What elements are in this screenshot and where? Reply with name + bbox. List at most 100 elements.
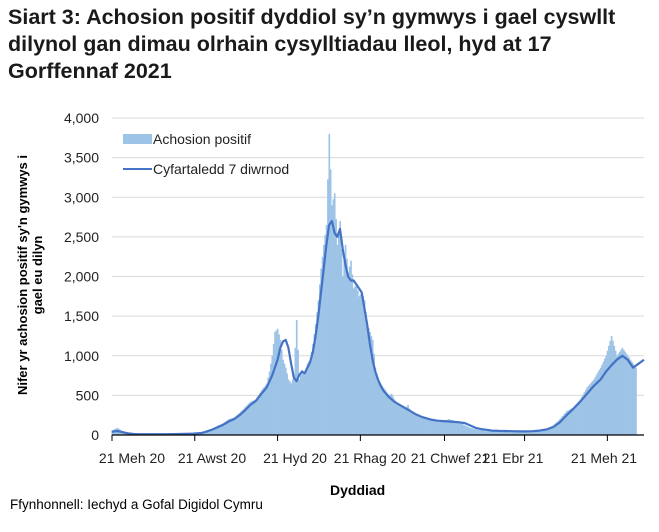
bar (442, 421, 445, 435)
bar (534, 430, 537, 435)
bar (583, 392, 586, 435)
bar (297, 349, 299, 435)
bar (229, 418, 232, 435)
bar (317, 300, 320, 435)
bar (476, 429, 479, 435)
bar (498, 430, 500, 435)
bar (401, 407, 404, 435)
bar (557, 420, 560, 435)
bar (285, 367, 287, 435)
bar (464, 425, 466, 435)
bar (209, 429, 211, 435)
bar (465, 426, 468, 435)
bar (597, 372, 599, 435)
y-tick-label: 0 (91, 427, 99, 443)
bar (504, 431, 507, 435)
bar (219, 424, 222, 435)
bar (299, 374, 302, 435)
bar (565, 411, 568, 435)
bar (564, 412, 567, 435)
bar (633, 365, 636, 435)
bar (631, 361, 633, 435)
bar (419, 416, 422, 435)
bar (282, 359, 284, 435)
bar (336, 244, 339, 435)
bar (312, 343, 314, 435)
bar (533, 430, 536, 435)
bar (477, 429, 480, 435)
bar (225, 421, 227, 435)
bar (275, 330, 278, 435)
bar (575, 404, 578, 435)
bar (472, 428, 474, 435)
bar (582, 394, 584, 435)
bar (453, 420, 455, 435)
bar (327, 179, 329, 435)
bar (369, 331, 371, 435)
bar (314, 324, 317, 435)
bar (356, 290, 359, 435)
bar (324, 234, 327, 435)
bar (437, 419, 439, 435)
bar (513, 431, 515, 435)
bar (542, 429, 545, 435)
bar (412, 413, 415, 435)
bar (446, 419, 449, 435)
bar (228, 419, 230, 435)
bar (291, 379, 294, 435)
bar (506, 431, 508, 435)
bar (204, 430, 207, 435)
y-tick-label: 3,000 (64, 189, 99, 205)
bar (587, 385, 590, 435)
bar (261, 388, 264, 435)
bar (530, 431, 533, 435)
bar (545, 428, 548, 435)
y-tick-label: 500 (76, 387, 100, 403)
bar (614, 350, 617, 435)
chart-title: Siart 3: Achosion positif dyddiol sy’n g… (8, 5, 616, 83)
bar (266, 383, 268, 435)
bar (555, 422, 557, 435)
bar (484, 430, 487, 435)
bar (508, 431, 511, 435)
bar (278, 334, 280, 435)
bar (340, 248, 343, 435)
bar (240, 411, 242, 435)
bar (274, 331, 276, 435)
bar (293, 375, 295, 435)
bar (536, 430, 538, 435)
bar (515, 431, 518, 435)
bar (595, 374, 598, 435)
source-note: Ffynhonnell: Iechyd a Gofal Digidol Cymr… (10, 497, 263, 512)
bar (264, 385, 267, 435)
bar (413, 414, 416, 435)
bar (430, 420, 432, 435)
bar (548, 427, 550, 435)
bar (568, 409, 571, 435)
bar (244, 407, 246, 435)
bar (457, 421, 460, 435)
bar (586, 387, 588, 435)
bar (622, 349, 625, 435)
bar (601, 364, 603, 435)
bar (574, 405, 576, 435)
bar (538, 430, 541, 435)
bar (230, 418, 233, 435)
bar (304, 373, 306, 435)
bar (546, 428, 549, 435)
bar (242, 408, 245, 435)
bar (294, 347, 297, 435)
bar (233, 417, 236, 435)
bar (252, 400, 255, 435)
bar (460, 423, 462, 435)
bar (428, 419, 431, 435)
bar (375, 373, 378, 435)
bar (256, 397, 259, 435)
bar (551, 426, 553, 435)
bar-series-achosion-positif (111, 133, 637, 435)
bar (248, 403, 251, 435)
bar (445, 420, 447, 435)
bar (271, 355, 274, 435)
bar (397, 404, 400, 435)
bar (396, 403, 398, 435)
